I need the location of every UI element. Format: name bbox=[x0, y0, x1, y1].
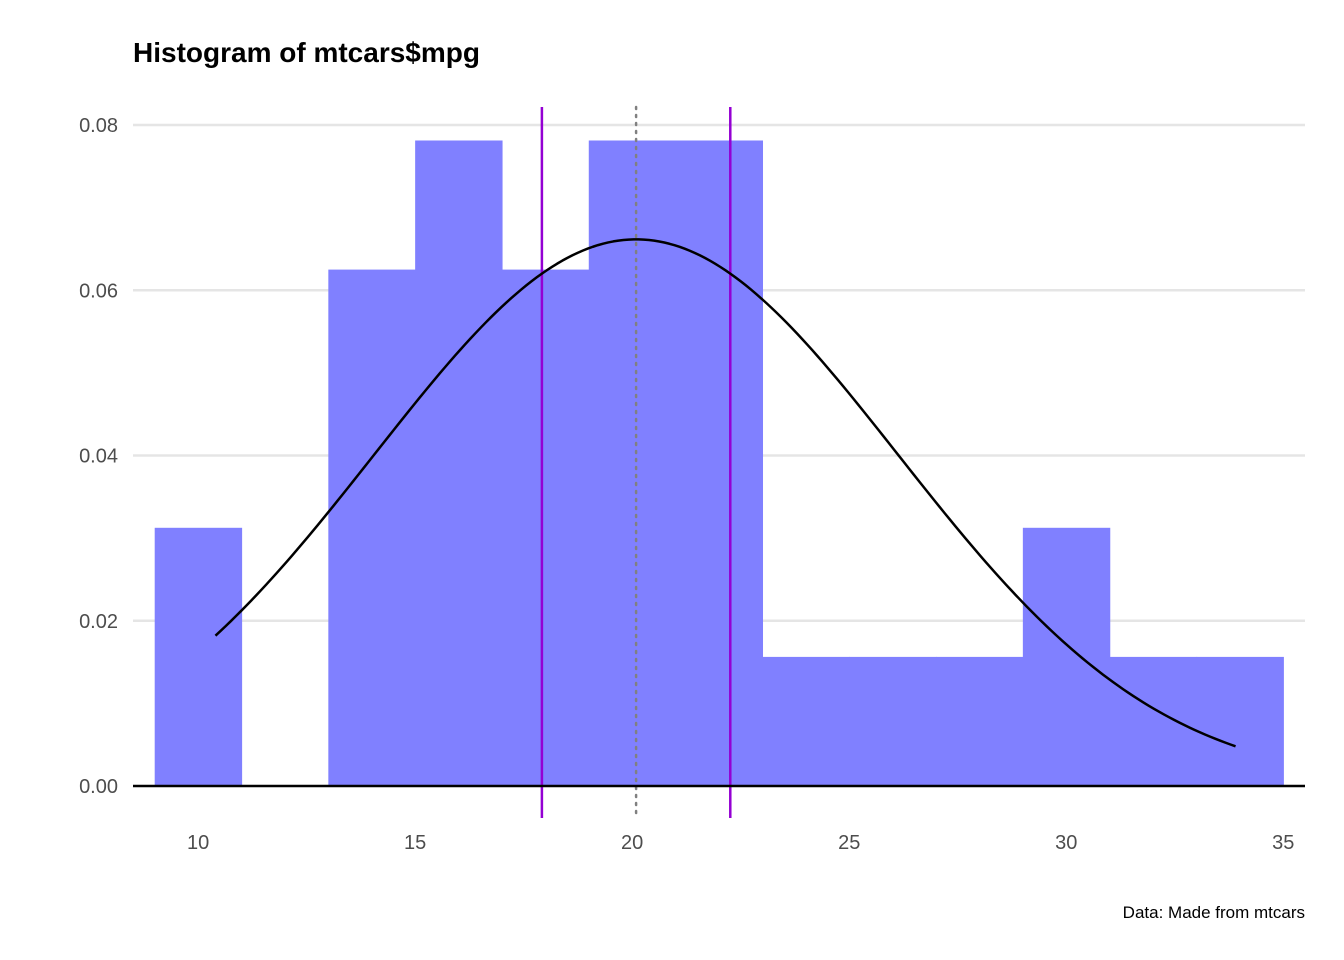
y-tick-label: 0.04 bbox=[79, 446, 118, 468]
histogram-bar bbox=[936, 656, 1024, 786]
chart-title: Histogram of mtcars$mpg bbox=[133, 37, 480, 68]
histogram-bars bbox=[154, 140, 1284, 786]
histogram-bar bbox=[1022, 527, 1111, 786]
histogram-bar bbox=[154, 527, 243, 786]
y-tick-label: 0.08 bbox=[79, 115, 118, 137]
x-tick-label: 30 bbox=[1055, 832, 1077, 854]
histogram-bar bbox=[762, 656, 850, 786]
histogram-bar bbox=[328, 269, 416, 786]
histogram-bar bbox=[415, 140, 503, 786]
chart-caption: Data: Made from mtcars bbox=[1123, 903, 1305, 922]
x-tick-label: 35 bbox=[1272, 832, 1294, 854]
y-tick-label: 0.06 bbox=[79, 280, 118, 302]
density-curve-group bbox=[214, 238, 1236, 748]
normal-density-curve bbox=[214, 238, 1236, 748]
histogram-bar bbox=[1109, 656, 1198, 786]
histogram-bar bbox=[1196, 656, 1284, 786]
x-tick-label: 25 bbox=[838, 832, 860, 854]
x-tick-label: 15 bbox=[404, 832, 426, 854]
x-tick-label: 10 bbox=[187, 832, 209, 854]
histogram-bar bbox=[675, 140, 764, 786]
histogram-bar bbox=[588, 140, 677, 786]
x-tick-label: 20 bbox=[621, 832, 643, 854]
reference-lines bbox=[540, 105, 732, 820]
y-tick-label: 0.00 bbox=[79, 776, 118, 798]
histogram-bar bbox=[849, 656, 937, 786]
axes: 0.00 0.02 0.04 0.06 0.08 10 15 20 25 30 35 bbox=[79, 115, 1305, 854]
histogram-bar bbox=[501, 269, 590, 786]
y-tick-label: 0.02 bbox=[79, 611, 118, 633]
